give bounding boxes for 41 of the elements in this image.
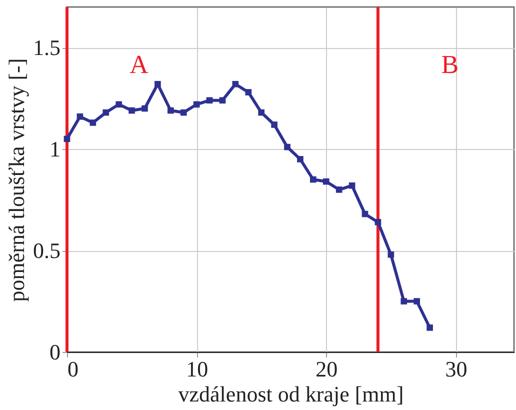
point [400, 298, 408, 304]
y-tick-label: 1 [50, 136, 60, 162]
point [388, 251, 394, 258]
point [374, 218, 382, 226]
point [64, 136, 70, 142]
point [245, 89, 252, 96]
y-tick-label: 0.5 [33, 238, 60, 264]
x-tick-label: 10 [186, 356, 208, 382]
point [154, 80, 161, 88]
y-tick-label: 0 [50, 340, 60, 364]
point [297, 156, 304, 162]
point [76, 113, 84, 120]
point [128, 107, 135, 114]
point [219, 97, 226, 104]
x-axis-title: vzdálenost od kraje [mm] [178, 382, 404, 406]
point [414, 298, 420, 304]
point [180, 109, 187, 116]
point [322, 178, 330, 185]
y-tick-label: 1.5 [33, 35, 60, 60]
point [90, 120, 96, 126]
annotation: A [130, 50, 149, 79]
point [102, 109, 110, 116]
point [362, 210, 368, 218]
x-tick-label: 30 [445, 356, 468, 382]
point [232, 80, 239, 88]
point [348, 182, 356, 189]
point [336, 186, 342, 193]
point [142, 105, 148, 112]
point [167, 107, 174, 114]
point [206, 97, 213, 104]
annotation: B [441, 50, 459, 79]
x-tick-label: 0 [68, 356, 78, 382]
point [426, 324, 433, 331]
point [271, 122, 278, 128]
point [193, 101, 200, 108]
point [258, 109, 265, 116]
y-axis-title: poměrná tloušťka vrstvy [-] [4, 58, 29, 302]
x-tick-label: 20 [316, 356, 338, 382]
point [116, 101, 122, 108]
point [284, 144, 290, 150]
point [310, 176, 316, 183]
